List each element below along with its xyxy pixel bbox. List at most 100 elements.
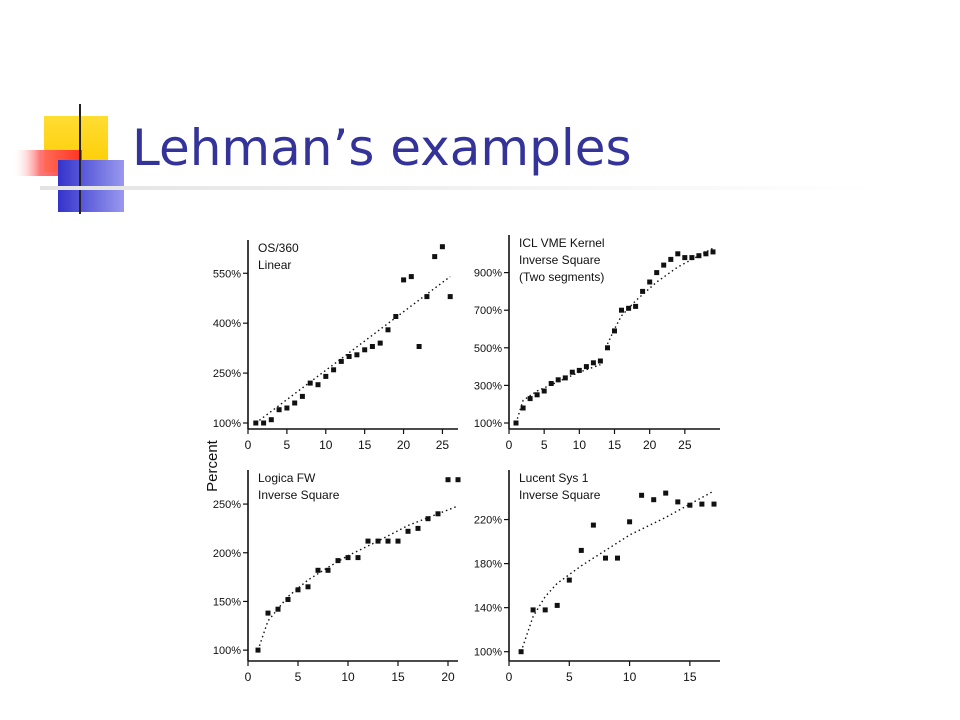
data-point [255,647,261,653]
data-point [699,501,705,507]
data-point [346,354,352,359]
x-tick-label: 10 [341,670,355,684]
fit-line [606,247,714,345]
x-tick-label: 5 [566,670,573,684]
x-tick-label: 15 [391,670,405,684]
data-point [415,525,421,531]
x-tick-label: 25 [436,438,450,452]
data-point [369,344,375,349]
data-point [661,262,667,268]
data-point [675,251,681,257]
data-point [447,294,453,300]
data-point [654,270,660,276]
x-tick-label: 10 [319,438,333,452]
data-point [615,555,620,561]
data-point [633,303,639,309]
data-point [375,538,381,544]
data-point [299,393,305,399]
data-point [285,597,291,602]
data-point [639,492,645,498]
x-tick-label: 20 [397,438,411,452]
data-point [354,352,360,358]
data-point [590,522,596,528]
data-point [696,253,702,259]
data-point [268,417,274,423]
data-point [663,490,669,496]
panel-annotation: (Two segments) [519,270,604,284]
data-point [612,328,617,334]
chart-panel-3: 100% 150% 200% 250% 0 5 10 15 20 Logica FW Inverse… [213,470,461,684]
data-point [647,279,653,285]
x-tick-label: 5 [541,438,548,452]
y-tick-label: 100% [213,645,241,657]
data-point [315,382,321,388]
y-tick-label: 100% [474,418,502,430]
data-point [377,340,383,346]
data-point [530,607,536,613]
y-tick-label: 500% [474,343,502,355]
data-point [385,327,391,333]
data-point [711,501,717,507]
data-point [710,249,716,255]
data-point [578,547,584,553]
data-point [513,420,519,426]
y-tick-label: 100% [474,647,502,659]
data-point [689,255,695,261]
data-point [355,555,361,561]
data-point [619,307,624,313]
data-point [518,649,524,655]
chart-panel-4: 100% 140% 180% 220% 0 5 10 15 Lucent Sys 1 Invers… [474,470,720,684]
data-point [335,558,341,564]
panel-annotation: Inverse Square [519,488,601,502]
chart-panel-1: 100% 250% 400% 550% 0 5 10 15 20 25 OS/360 Linear [213,240,458,452]
y-tick-label: 250% [213,499,241,511]
fit-line [257,505,459,651]
data-point [395,538,401,544]
data-point [292,400,298,406]
data-point [542,607,548,613]
y-tick-label: 140% [474,603,502,615]
data-point [331,367,337,373]
data-point [455,477,461,483]
data-point [323,373,329,379]
data-point [265,610,271,616]
x-tick-label: 5 [295,670,302,684]
data-point [541,388,547,394]
x-tick-label: 25 [678,438,692,452]
data-point [424,294,430,300]
x-tick-label: 15 [358,438,372,452]
data-point [603,555,608,561]
data-point [432,254,438,260]
data-point [425,516,431,522]
data-point [295,587,301,593]
panel-annotation: Logica FW [258,471,316,485]
data-point [703,251,709,257]
y-tick-label: 150% [213,596,241,608]
data-point [393,314,399,319]
data-point [640,288,646,294]
data-point [385,538,391,544]
x-tick-label: 0 [245,438,252,452]
data-point [445,477,451,483]
data-point [651,497,657,503]
data-point [305,584,311,590]
data-point [562,375,568,381]
data-point [284,405,290,411]
data-point [583,364,589,370]
data-point [597,358,603,364]
data-point [569,369,575,375]
data-point [261,420,267,426]
data-point [315,567,321,573]
y-tick-label: 700% [474,305,502,317]
data-point [590,360,596,366]
panel-annotation: Linear [258,258,291,272]
data-point [275,606,281,612]
data-point [307,380,313,386]
data-point [682,255,688,261]
y-tick-label: 300% [474,380,502,392]
y-tick-label: 250% [213,368,241,380]
x-tick-label: 15 [608,438,622,452]
data-point [253,420,259,426]
y-tick-label: 100% [213,418,241,430]
